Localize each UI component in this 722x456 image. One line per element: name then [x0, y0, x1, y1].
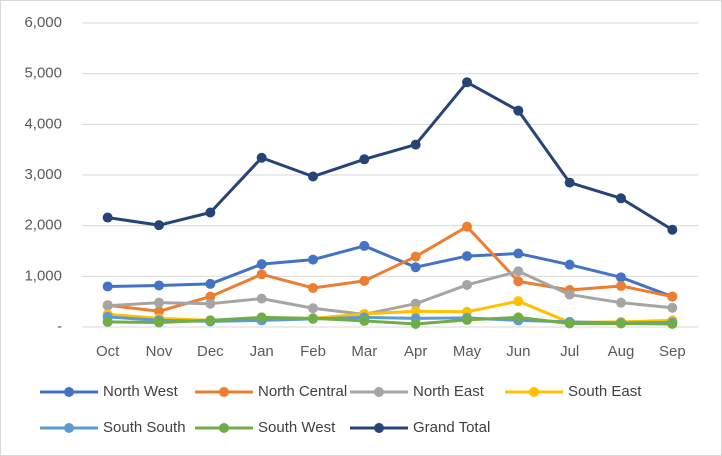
legend-label: South West	[258, 419, 336, 436]
y-tick-label: 1,000	[24, 267, 62, 284]
data-point	[205, 298, 216, 309]
data-point	[205, 315, 216, 326]
data-point	[308, 303, 318, 314]
x-tick-label: Dec	[197, 343, 224, 360]
data-point	[616, 280, 626, 291]
data-point	[462, 314, 472, 325]
legend-marker	[374, 387, 384, 397]
data-point	[564, 318, 575, 329]
x-tick-label: Apr	[404, 343, 427, 360]
data-point	[308, 171, 318, 182]
data-point	[205, 291, 216, 302]
x-tick-label: Sep	[659, 343, 686, 360]
data-point	[616, 318, 626, 329]
y-tick-label: -	[57, 318, 62, 335]
data-point	[308, 282, 318, 293]
legend-marker	[219, 387, 229, 397]
data-point	[359, 154, 370, 165]
data-point	[205, 278, 216, 289]
data-point	[667, 291, 678, 302]
x-tick-label: Oct	[96, 343, 120, 360]
data-point	[154, 317, 164, 328]
data-point	[205, 207, 216, 218]
data-point	[616, 193, 626, 204]
data-point	[359, 275, 370, 286]
data-point	[256, 312, 267, 323]
data-point	[102, 316, 113, 327]
data-point	[564, 259, 575, 270]
data-point	[667, 318, 678, 329]
data-point	[513, 276, 524, 287]
data-point	[154, 297, 164, 308]
legend-label: South South	[103, 419, 186, 436]
data-point	[462, 251, 472, 262]
x-tick-label: Nov	[146, 343, 173, 360]
series-line	[107, 225, 673, 313]
data-point	[462, 77, 472, 88]
series-line	[107, 80, 674, 231]
data-point	[256, 269, 267, 280]
data-point	[256, 152, 267, 163]
x-tick-label: Aug	[608, 343, 635, 360]
data-point	[513, 312, 524, 323]
legend-label: South East	[568, 383, 642, 400]
y-tick-label: 4,000	[24, 115, 62, 132]
y-tick-label: 6,000	[24, 14, 62, 31]
data-point	[256, 259, 267, 270]
data-point	[410, 262, 421, 273]
data-point	[513, 105, 524, 116]
legend-label: North Central	[258, 383, 347, 400]
data-point	[462, 221, 472, 232]
y-tick-label: 3,000	[24, 166, 62, 183]
series-line	[107, 315, 673, 326]
data-point	[308, 254, 318, 265]
legend-label: North West	[103, 383, 179, 400]
data-point	[564, 177, 575, 188]
legend-label: North East	[413, 383, 485, 400]
data-point	[410, 306, 421, 317]
x-tick-label: Jul	[560, 343, 579, 360]
data-point	[359, 240, 370, 251]
data-point	[410, 318, 421, 329]
x-tick-label: May	[453, 343, 482, 360]
x-tick-label: Jun	[506, 343, 530, 360]
data-point	[462, 279, 472, 290]
data-point	[102, 212, 113, 223]
data-point	[410, 298, 421, 309]
legend-marker	[374, 423, 384, 433]
y-tick-label: 2,000	[24, 217, 62, 234]
data-point	[564, 289, 575, 300]
data-point	[410, 251, 421, 262]
legend-marker	[219, 423, 229, 433]
data-point	[256, 293, 267, 304]
data-point	[102, 300, 113, 311]
data-point	[154, 220, 164, 231]
data-point	[102, 281, 113, 292]
x-tick-label: Feb	[300, 343, 326, 360]
y-tick-label: 5,000	[24, 65, 62, 82]
data-point	[667, 302, 678, 313]
legend-label: Grand Total	[413, 419, 490, 436]
x-tick-label: Mar	[351, 343, 377, 360]
data-point	[359, 315, 370, 326]
data-point	[513, 248, 524, 259]
legend-marker	[64, 423, 74, 433]
legend-marker	[64, 387, 74, 397]
data-point	[308, 313, 318, 324]
series-line	[107, 269, 673, 316]
data-point	[667, 224, 678, 235]
series-line	[107, 244, 673, 299]
data-point	[513, 296, 524, 307]
x-tick-label: Jan	[250, 343, 274, 360]
data-point	[616, 272, 626, 283]
data-point	[154, 280, 164, 291]
data-point	[513, 266, 524, 277]
data-point	[410, 139, 421, 150]
data-point	[616, 297, 626, 308]
data-point	[154, 306, 164, 317]
legend-marker	[529, 387, 539, 397]
